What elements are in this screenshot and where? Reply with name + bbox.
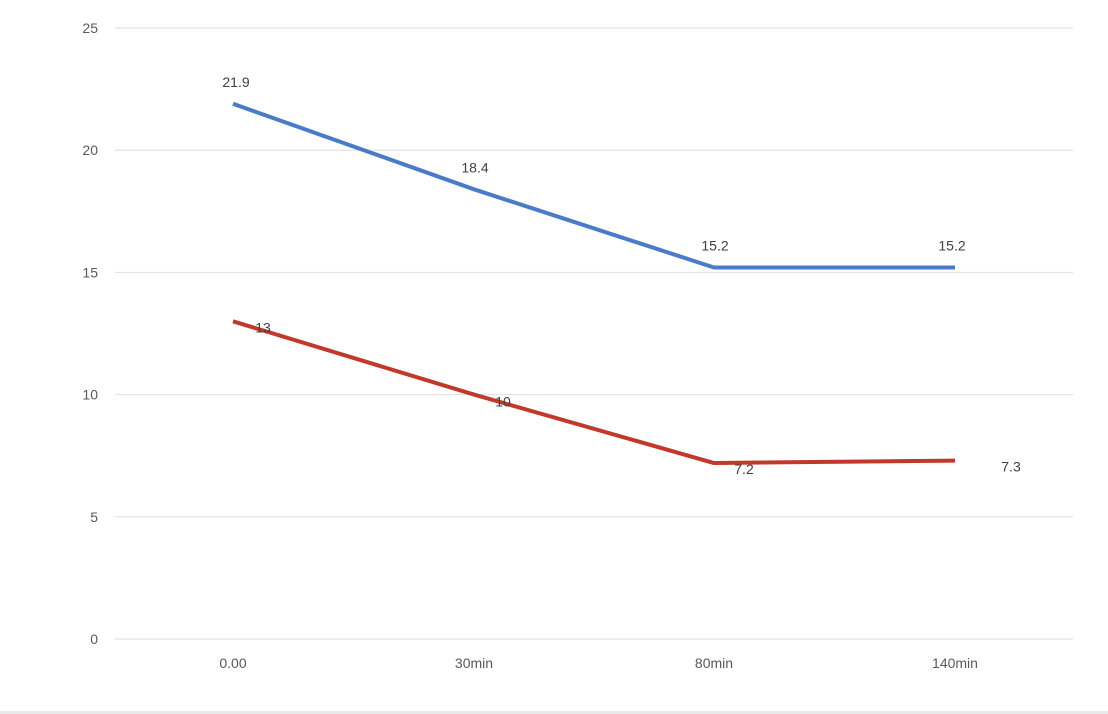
data-label: 18.4 [461, 159, 488, 175]
x-tick-label: 30min [455, 655, 493, 671]
data-labels: 21.9 18.4 15.2 15.2 13 10 7.2 7.3 [222, 74, 1021, 477]
data-label: 7.2 [734, 461, 754, 477]
bottom-border [0, 711, 1108, 714]
y-tick-label: 15 [82, 264, 98, 280]
data-label: 15.2 [701, 238, 728, 254]
y-tick-label: 10 [82, 387, 98, 403]
x-axis-tick-labels: 0.00 30min 80min 140min [219, 655, 978, 671]
x-tick-label: 140min [932, 655, 978, 671]
data-label: 13 [255, 319, 271, 335]
data-label: 7.3 [1001, 459, 1021, 475]
y-tick-label: 0 [90, 631, 98, 647]
series-line-1 [232, 101, 955, 270]
data-label: 21.9 [222, 74, 249, 90]
y-axis-tick-labels: 0 5 10 15 20 25 [82, 20, 98, 647]
y-tick-label: 25 [82, 20, 98, 36]
gridlines [115, 27, 1073, 640]
data-label: 15.2 [938, 238, 965, 254]
data-label: 10 [495, 394, 511, 410]
y-tick-label: 5 [90, 509, 98, 525]
x-tick-label: 0.00 [219, 655, 246, 671]
series-line-2 [232, 319, 956, 466]
x-tick-label: 80min [695, 655, 733, 671]
series-lines [232, 101, 956, 466]
y-tick-label: 20 [82, 142, 98, 158]
